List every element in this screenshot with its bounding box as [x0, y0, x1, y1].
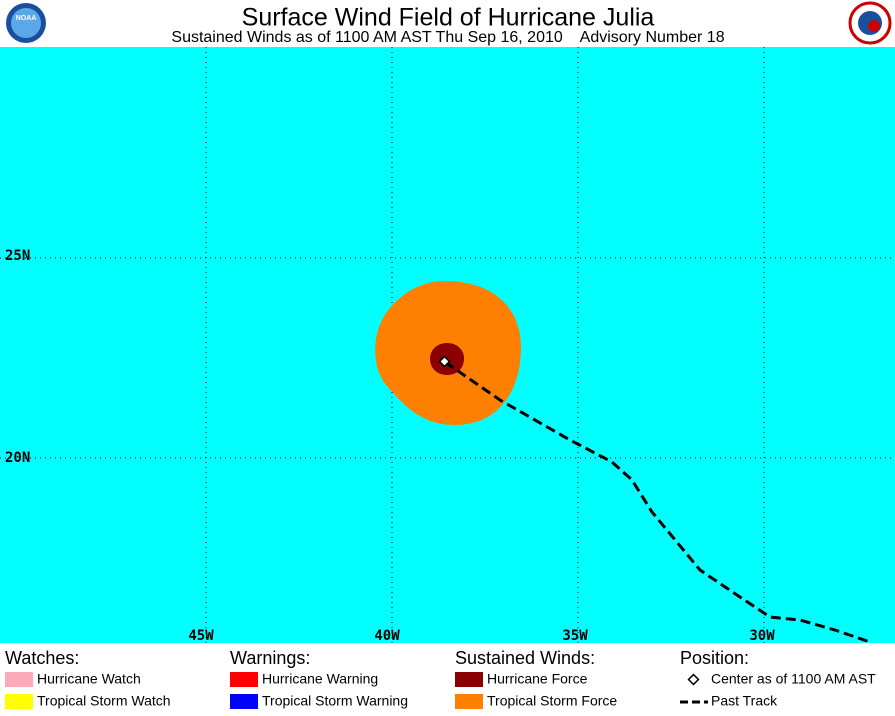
past-track — [444, 360, 871, 644]
legend-item: Tropical Storm Warning — [262, 693, 408, 709]
legend-title: Sustained Winds: — [455, 648, 595, 668]
legend-swatch — [230, 672, 258, 687]
graticule — [0, 47, 895, 643]
legend: Watches: Hurricane Watch Tropical Storm … — [5, 648, 876, 709]
legend-title: Warnings: — [230, 648, 310, 668]
lat-label: 20N — [5, 450, 30, 466]
legend-swatch — [5, 672, 33, 687]
lat-label: 25N — [5, 248, 30, 264]
legend-item: Past Track — [711, 693, 778, 709]
lon-label: 45W — [188, 628, 214, 644]
lon-label: 30W — [749, 628, 775, 644]
lon-label: 40W — [374, 628, 400, 644]
nws-logo — [848, 1, 892, 45]
logo-text: NOAA — [16, 15, 37, 22]
legend-swatch — [687, 673, 700, 686]
title: Surface Wind Field of Hurricane Julia — [242, 4, 655, 32]
legend-item: Tropical Storm Force — [487, 693, 617, 709]
lon-label: 35W — [562, 628, 588, 644]
legend-swatch — [5, 694, 33, 709]
legend-title: Position: — [680, 648, 749, 668]
legend-item: Hurricane Warning — [262, 671, 378, 687]
legend-swatch — [455, 694, 483, 709]
legend-swatch — [230, 694, 258, 709]
legend-item: Tropical Storm Watch — [37, 693, 171, 709]
legend-title: Watches: — [5, 648, 79, 668]
legend-swatch — [455, 672, 483, 687]
legend-item: Hurricane Force — [487, 671, 588, 687]
legend-item: Hurricane Watch — [37, 671, 141, 687]
subtitle: Sustained Winds as of 1100 AM AST Thu Se… — [171, 29, 724, 46]
noaa-logo: NOAA — [6, 3, 46, 43]
legend-item: Center as of 1100 AM AST — [711, 671, 876, 687]
storm-center — [438, 355, 451, 368]
